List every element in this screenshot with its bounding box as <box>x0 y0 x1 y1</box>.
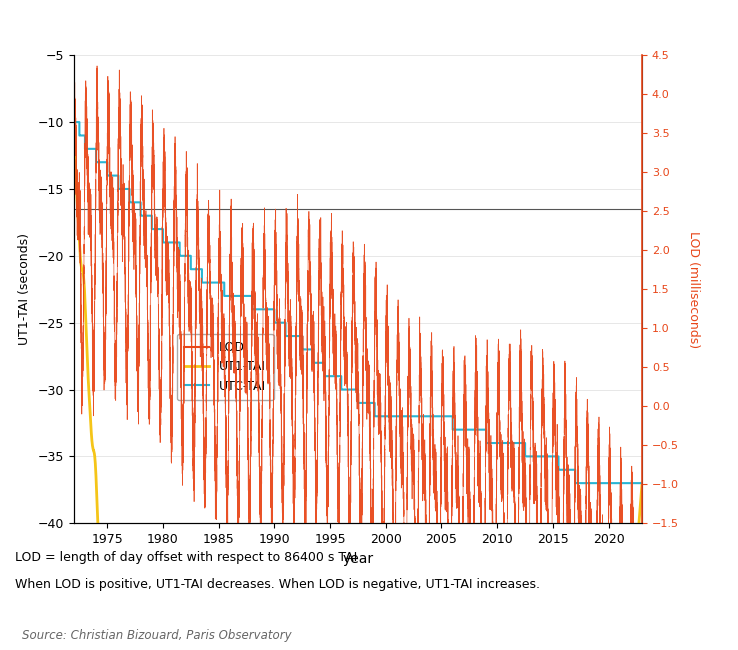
Text: LOD = length of day offset with respect to 86400 s TAI: LOD = length of day offset with respect … <box>15 551 357 564</box>
Text: Source: Christian Bizouard, Paris Observatory: Source: Christian Bizouard, Paris Observ… <box>22 629 292 642</box>
Y-axis label: UT1-TAI (seconds): UT1-TAI (seconds) <box>18 233 31 345</box>
Text: Differences UT1−TAI and UTC−TAI since 1972: Differences UT1−TAI and UTC−TAI since 19… <box>11 18 437 36</box>
Text: When LOD is positive, UT1-TAI decreases. When LOD is negative, UT1-TAI increases: When LOD is positive, UT1-TAI decreases.… <box>15 578 539 592</box>
Legend: LOD, UT1-TAI, UTC-TAI: LOD, UT1-TAI, UTC-TAI <box>176 333 274 400</box>
Y-axis label: LOD (milliseconds): LOD (milliseconds) <box>686 231 700 348</box>
X-axis label: year: year <box>342 552 373 566</box>
